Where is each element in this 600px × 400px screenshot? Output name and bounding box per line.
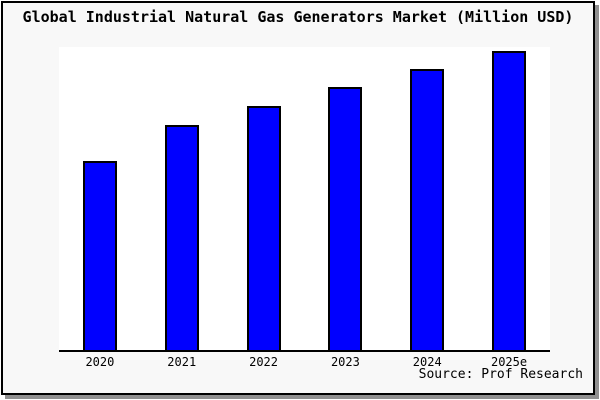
bar-2021 xyxy=(164,124,199,350)
x-tick-label-2024: 2024 xyxy=(412,355,442,369)
bar-slot-2021 xyxy=(141,47,223,350)
bar-slot-2025e xyxy=(468,47,550,350)
x-tick-label-2023: 2023 xyxy=(330,355,360,369)
bar-slot-2022 xyxy=(223,47,305,350)
chart-title: Global Industrial Natural Gas Generators… xyxy=(22,8,574,26)
bar-slot-2020 xyxy=(59,47,141,350)
x-axis-labels: 2020 2021 2022 2023 2024 2025e xyxy=(59,353,550,369)
bar-2023 xyxy=(328,87,363,350)
bar-2022 xyxy=(246,106,281,350)
bar-slot-2023 xyxy=(304,47,386,350)
bars-container xyxy=(59,47,550,350)
bar-slot-2024 xyxy=(386,47,468,350)
x-tick-label-2022: 2022 xyxy=(249,355,279,369)
x-tick-label-2025e: 2025e xyxy=(490,355,528,369)
x-tick-label-2021: 2021 xyxy=(167,355,197,369)
bar-2020 xyxy=(82,160,117,350)
chart-frame: Global Industrial Natural Gas Generators… xyxy=(1,1,595,395)
bar-2024 xyxy=(410,69,445,350)
x-tick-label-2020: 2020 xyxy=(85,355,115,369)
plot-area xyxy=(59,47,550,352)
bar-2025e xyxy=(492,50,527,350)
source-credit: Source: Prof Research xyxy=(418,367,583,382)
